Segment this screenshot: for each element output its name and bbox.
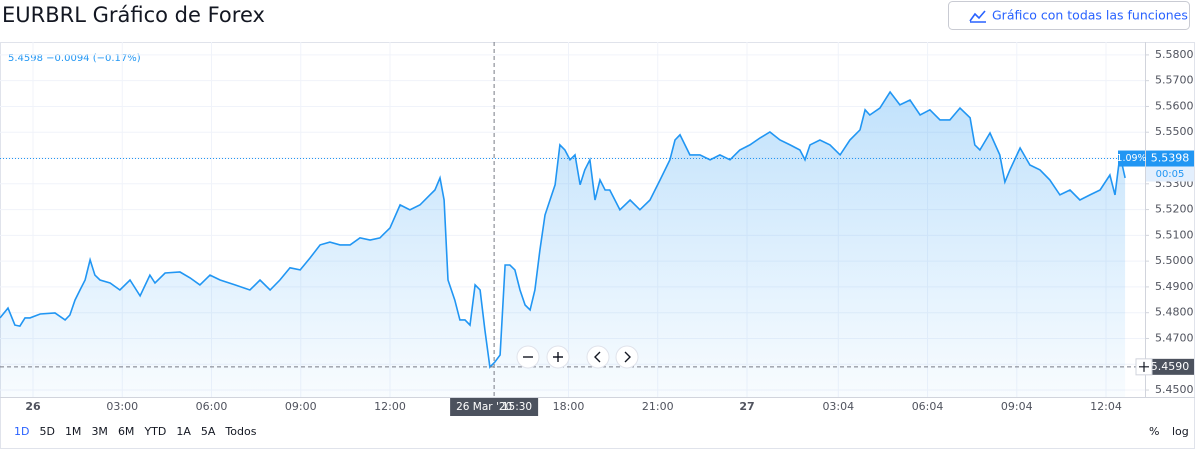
full-chart-button[interactable]: Gráfico con todas las funciones xyxy=(948,1,1190,30)
crosshair-time-label: 15:30 xyxy=(502,401,532,413)
scroll-left[interactable] xyxy=(586,345,610,369)
x-tick-label: 18:00 xyxy=(553,400,585,413)
button-frame[interactable] xyxy=(948,1,1190,30)
range-button[interactable]: 3M xyxy=(91,425,108,438)
y-tick-label: 5.4700 xyxy=(1155,331,1194,344)
y-tick-label: 5.5100 xyxy=(1155,228,1194,241)
x-tick-label: 03:00 xyxy=(106,400,138,413)
crosshair-price-label: 5.4590 xyxy=(1151,360,1190,373)
range-bar: 1D 5D 1M 3M 6M YTD 1A 5A Todos% log xyxy=(14,425,1189,438)
x-tick-label: 09:00 xyxy=(285,400,317,413)
scale-option[interactable]: log xyxy=(1172,425,1189,438)
y-tick-label: 5.5200 xyxy=(1155,203,1194,216)
range-button[interactable]: 5D xyxy=(39,425,54,438)
y-tick-label: 5.5600 xyxy=(1155,99,1194,112)
y-tick-label: 5.5500 xyxy=(1155,125,1194,138)
x-tick-label: 26 xyxy=(25,400,41,413)
last-price-label: 5.5398 xyxy=(1151,152,1190,165)
scroll-right[interactable] xyxy=(615,345,639,369)
x-tick-label: 27 xyxy=(739,400,754,413)
x-tick-label: 03:04 xyxy=(822,400,854,413)
x-tick-label: 12:04 xyxy=(1090,400,1122,413)
x-tick-label: 12:00 xyxy=(374,400,406,413)
y-tick-label: 5.5000 xyxy=(1155,254,1194,267)
zoom-in-icon[interactable] xyxy=(553,352,563,362)
change-label: 1.09% xyxy=(1116,153,1146,164)
x-tick-label: 09:04 xyxy=(1001,400,1033,413)
y-tick-label: 5.4500 xyxy=(1155,383,1194,396)
y-tick-label: 5.4800 xyxy=(1155,306,1194,319)
countdown-badge xyxy=(1146,166,1194,182)
crosshair-price-badge xyxy=(1146,358,1194,375)
area xyxy=(0,92,1126,397)
x-tick-label: 21:00 xyxy=(642,400,674,413)
page-title: EURBRL Gráfico de Forex xyxy=(2,3,265,27)
range-button[interactable]: Todos xyxy=(224,425,256,438)
countdown-label: 00:05 xyxy=(1156,169,1185,180)
y-tick-label: 5.5700 xyxy=(1155,74,1194,87)
range-button[interactable]: 1A xyxy=(176,425,191,438)
x-tick-label: 06:04 xyxy=(912,400,944,413)
last-price-badge xyxy=(1146,150,1194,167)
price-line xyxy=(0,90,1126,369)
scroll-left-icon[interactable] xyxy=(594,351,601,363)
change-badge xyxy=(1118,150,1145,167)
range-button[interactable]: YTD xyxy=(143,425,166,438)
range-button[interactable]: 1D xyxy=(14,425,29,438)
button-label[interactable]: Gráfico con todas las funciones xyxy=(992,8,1188,23)
scroll-right-icon[interactable] xyxy=(624,351,631,363)
range-button[interactable]: 1M xyxy=(65,425,82,438)
legend-text: 5.4598 −0.0094 (−0.17%) xyxy=(8,53,141,64)
x-tick-label: 06:00 xyxy=(196,400,228,413)
scale-option[interactable]: % xyxy=(1149,425,1159,438)
crosshair-time-badge xyxy=(450,398,539,416)
crosshair-plus[interactable] xyxy=(1139,361,1149,372)
crosshair-date-label: 26 Mar '20 xyxy=(456,401,512,413)
range-button[interactable]: 6M xyxy=(118,425,135,438)
chart-frame xyxy=(0,42,1195,449)
plot: 5.45005.46005.47005.48005.49005.50005.51… xyxy=(0,42,1194,416)
y-tick-label: 5.4900 xyxy=(1155,280,1194,293)
button-icon[interactable] xyxy=(969,10,986,23)
y-tick-label: 5.5800 xyxy=(1155,48,1194,61)
range-button[interactable]: 5A xyxy=(201,425,216,438)
zoom-controls[interactable] xyxy=(516,345,639,369)
